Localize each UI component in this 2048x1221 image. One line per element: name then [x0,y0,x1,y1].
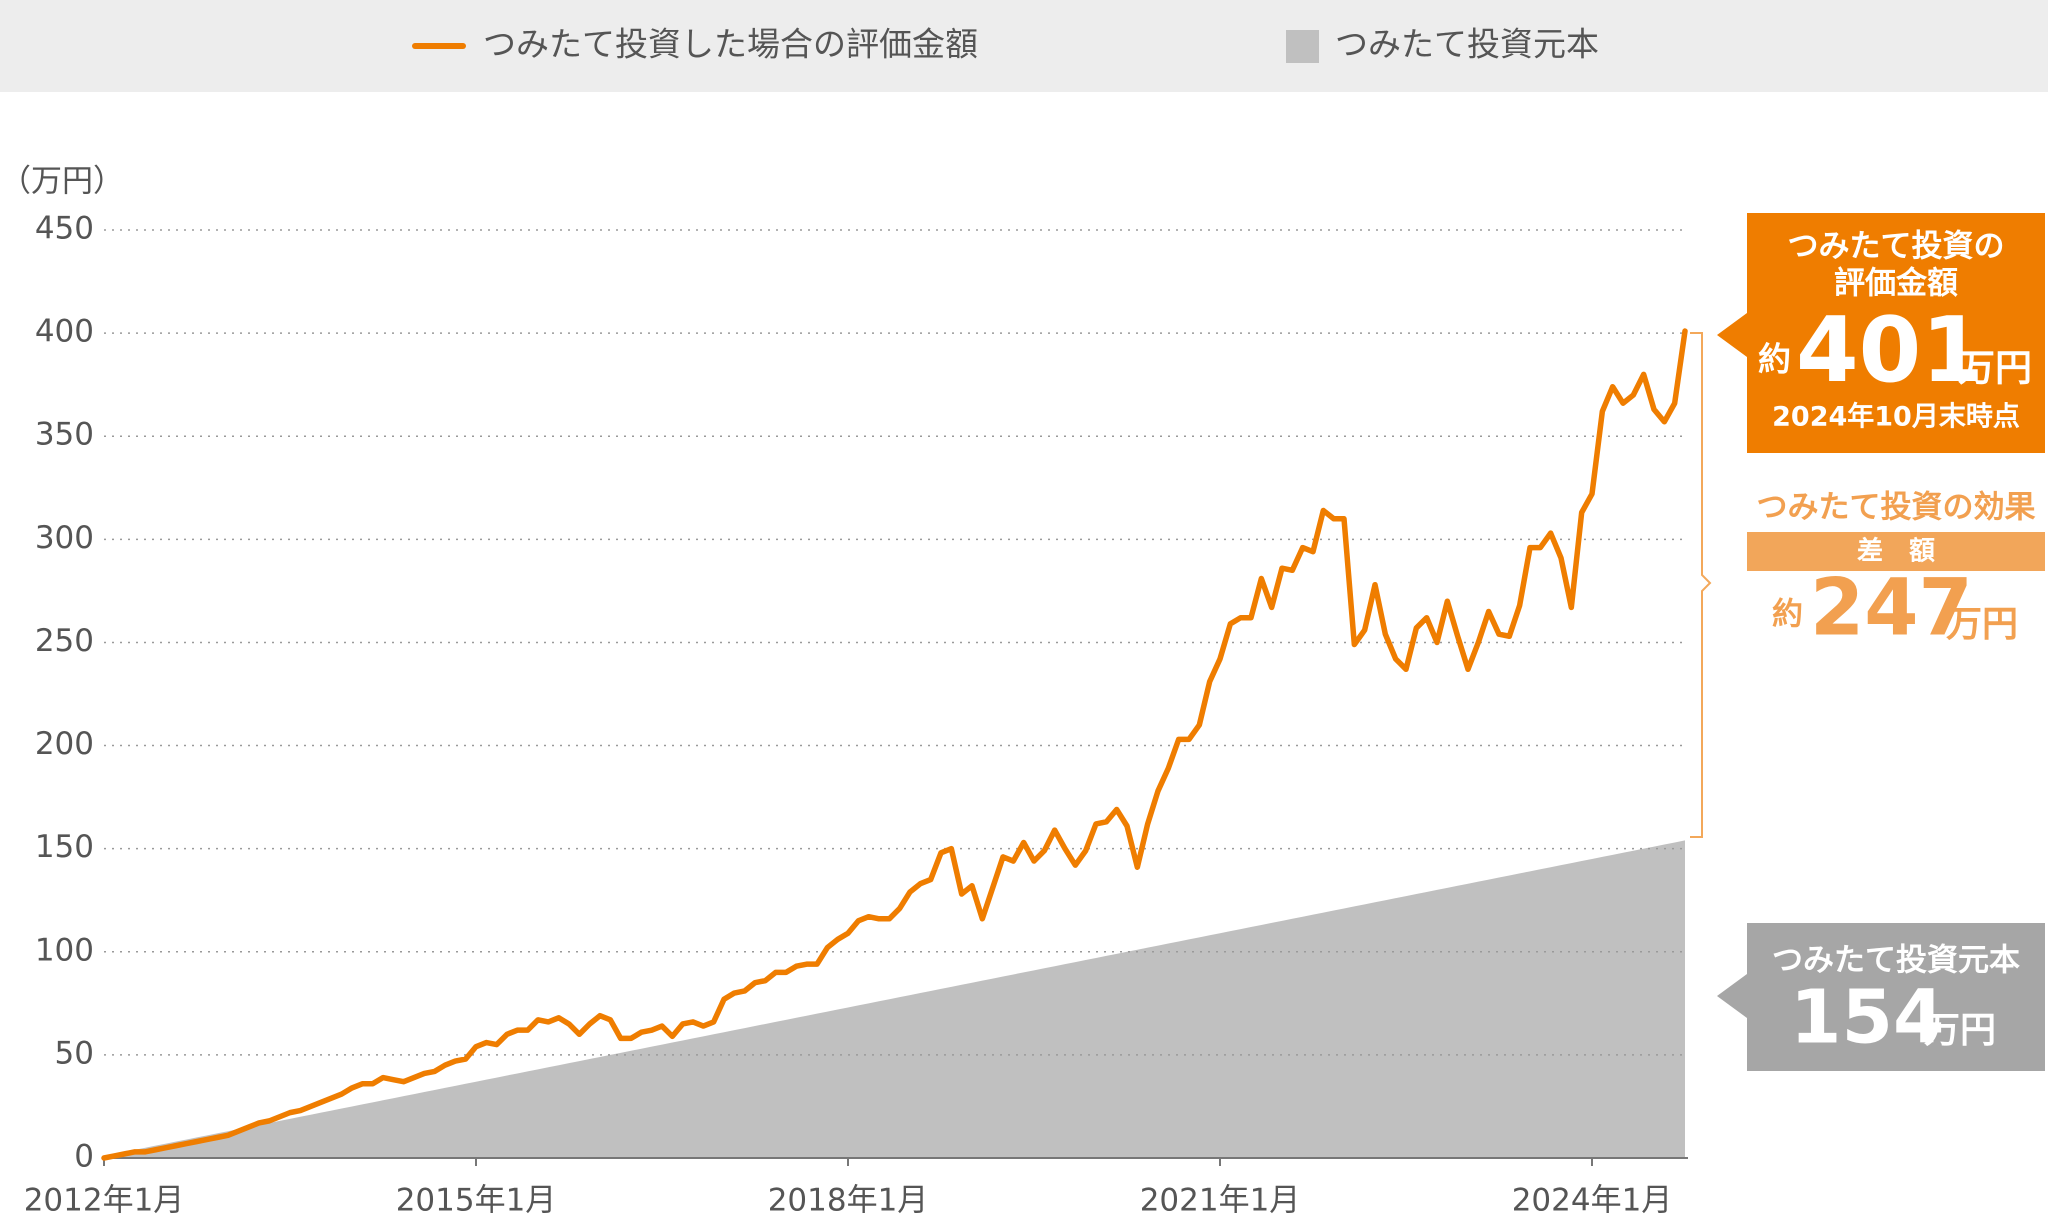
value-date: 2024年10月末時点 [1772,401,2020,433]
x-tick-label: 2021年1月 [1140,1183,1301,1219]
value-unit: 万円 [1958,347,2032,390]
y-tick-label: 400 [35,314,94,350]
effect-prefix: 約 [1772,597,1803,633]
effect-title: つみたて投資の効果 [1757,490,2036,526]
y-tick-label: 150 [35,829,94,865]
legend-swatch [1286,30,1319,63]
effect-label-bar [1747,532,2045,571]
principal-box [1747,923,2045,1071]
y-tick-label: 350 [35,417,94,453]
effect-label: 差 額 [1857,536,1935,567]
x-tick-label: 2024年1月 [1512,1183,1673,1219]
legend-band [0,0,2048,92]
principal-unit: 万円 [1924,1010,1996,1051]
y-tick-label: 0 [74,1139,94,1175]
legend-label: つみたて投資元本 [1335,25,1599,64]
x-tick-label: 2012年1月 [24,1183,185,1219]
value-number: 401 [1796,298,1984,403]
value-box [1747,213,2045,453]
effect-unit: 万円 [1946,604,2018,645]
y-axis-label: （万円） [0,164,124,200]
y-tick-label: 300 [35,520,94,556]
y-tick-label: 250 [35,623,94,659]
principal-area [104,840,1685,1158]
principal-title: つみたて投資元本 [1772,943,2020,979]
value-prefix: 約 [1758,340,1791,379]
x-tick-label: 2015年1月 [396,1183,557,1219]
y-tick-label: 50 [55,1035,94,1071]
callout-arrow [1717,313,1747,357]
callout-arrow [1717,974,1747,1018]
value-title: 評価金額 [1834,266,1958,302]
value-title: つみたて投資の [1788,229,2005,265]
effect-bracket [1690,332,1712,838]
principal-number: 154 [1790,975,1944,1061]
plot: 0 50 100 150 200 250 300 350 400 450 2012年1月 2015年1… [24,211,1688,1219]
y-tick-label: 450 [35,211,94,247]
effect-number: 247 [1810,563,1973,653]
legend-label: つみたて投資した場合の評価金額 [483,25,978,64]
y-tick-label: 200 [35,726,94,762]
x-tick-label: 2018年1月 [768,1183,929,1219]
y-tick-label: 100 [35,932,94,968]
evaluation-line [101,328,1688,1161]
